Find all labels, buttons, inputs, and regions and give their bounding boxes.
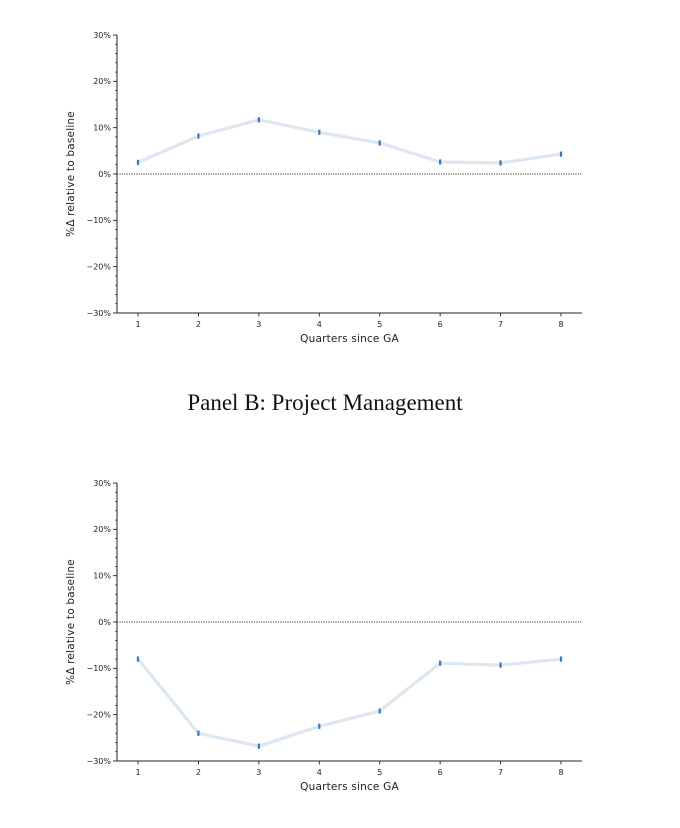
chart2-x-tick-label: 1 — [135, 768, 140, 777]
chart1-y-tick-label: 0% — [98, 170, 111, 179]
chart2-data-point — [136, 656, 140, 662]
chart1-data-point — [439, 159, 442, 165]
chart2-x-tick-label: 8 — [558, 768, 563, 777]
chart1-x-tick-label: 1 — [135, 320, 140, 329]
chart2-data-point — [499, 662, 502, 668]
chart1-data-point — [257, 117, 260, 123]
chart1-x-axis-title: Quarters since GA — [300, 333, 399, 345]
chart1-data-point — [318, 129, 321, 135]
chart1-x-tick-label: 7 — [498, 320, 503, 329]
chart2-x-tick-label: 5 — [377, 768, 382, 777]
chart2-x-tick-label: 3 — [256, 768, 261, 777]
chart2-data-point — [559, 656, 563, 662]
chart2-series-line — [136, 657, 563, 748]
chart1-data-point — [378, 140, 381, 146]
chart2-y-tick-label: 30% — [93, 479, 111, 488]
chart1-series-line — [136, 118, 563, 165]
chart2-y-tick-label: 10% — [93, 571, 111, 580]
chart1-x-tick-label: 2 — [196, 320, 201, 329]
chart2-y-tick-label: −20% — [87, 710, 112, 719]
chart1-x-tick-label: 8 — [558, 320, 563, 329]
chart1-x-tick-label: 6 — [438, 320, 443, 329]
chart2-x-axis-title: Quarters since GA — [300, 781, 399, 793]
panel-b-title: Panel B: Project Management — [187, 390, 463, 415]
chart1-y-axis-title: %Δ relative to baseline — [65, 111, 77, 237]
chart2-y-tick-label: 20% — [93, 525, 111, 534]
chart2-y-tick-label: 0% — [98, 618, 111, 627]
chart1-data-point — [499, 160, 502, 166]
chart2-data-point — [378, 708, 381, 714]
chart2-data-point — [318, 723, 321, 729]
chart1-data-point — [197, 133, 200, 139]
chart1-data-point — [559, 151, 563, 157]
chart2-data-point — [257, 743, 260, 749]
chart1-y-tick-label: 10% — [93, 123, 111, 132]
chart1-data-point — [136, 159, 140, 166]
chart2-y-axis-title: %Δ relative to baseline — [65, 559, 77, 685]
chart1-x-tick-label: 3 — [256, 320, 261, 329]
chart1-y-tick-label: −20% — [87, 262, 112, 271]
chart1-x-tick-label: 5 — [377, 320, 382, 329]
chart2-data-point — [197, 730, 200, 736]
chart-panel-b: −30% −20% −10% 0% 10% 20% 30% 1 2 3 4 5 6 7 8 Quarters … — [65, 479, 582, 793]
chart1-y-tick-label: −10% — [87, 216, 112, 225]
chart1-y-tick-label: −30% — [87, 309, 112, 318]
chart1-x-tick-label: 4 — [317, 320, 322, 329]
chart2-x-tick-label: 7 — [498, 768, 503, 777]
chart2-data-point — [439, 660, 442, 666]
chart2-y-tick-label: −30% — [87, 757, 112, 766]
chart2-y-tick-label: −10% — [87, 664, 112, 673]
chart1-y-tick-label: 20% — [93, 77, 111, 86]
chart2-x-tick-label: 2 — [196, 768, 201, 777]
chart-top: −30% −20% −10% 0% 10% 20% 30% 1 2 3 4 5 6 7 8 Quarters … — [65, 31, 582, 345]
chart2-x-tick-label: 4 — [317, 768, 322, 777]
chart1-y-tick-label: 30% — [93, 31, 111, 40]
chart2-x-tick-label: 6 — [438, 768, 443, 777]
